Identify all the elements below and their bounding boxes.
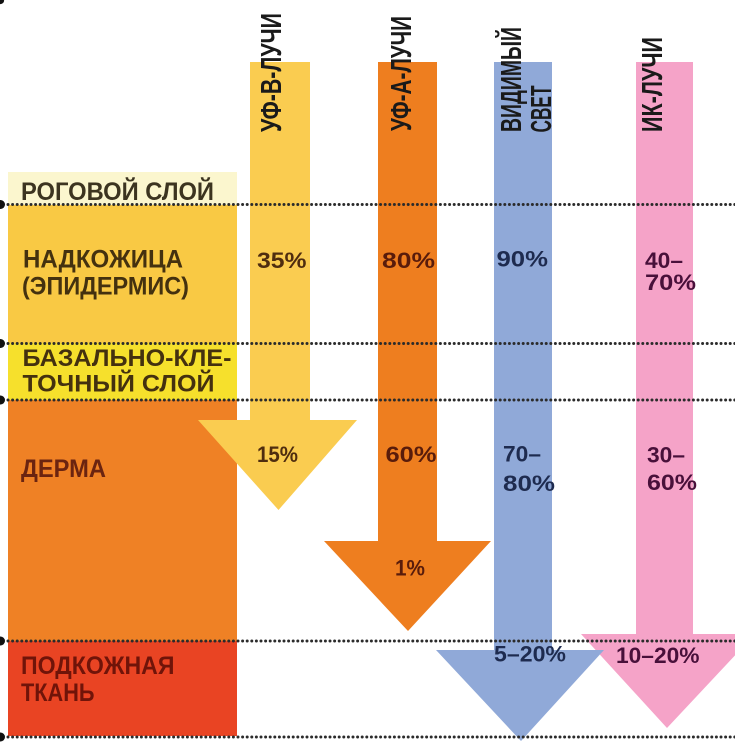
svg-text:НАДКОЖИЦА: НАДКОЖИЦА bbox=[23, 246, 183, 274]
svg-text:ТОЧНЫЙ СЛОЙ: ТОЧНЫЙ СЛОЙ bbox=[23, 370, 215, 398]
svg-text:РОГОВОЙ СЛОЙ: РОГОВОЙ СЛОЙ bbox=[21, 176, 214, 206]
svg-text:(ЭПИДЕРМИС): (ЭПИДЕРМИС) bbox=[22, 273, 189, 301]
svg-text:60%: 60% bbox=[647, 470, 697, 495]
svg-text:15%: 15% bbox=[257, 442, 298, 467]
svg-text:60%: 60% bbox=[386, 442, 437, 467]
svg-text:30–: 30– bbox=[647, 443, 685, 468]
svg-text:УФ-В-ЛУЧИ: УФ-В-ЛУЧИ bbox=[256, 13, 288, 132]
svg-text:ПОДКОЖНАЯ: ПОДКОЖНАЯ bbox=[21, 652, 175, 680]
svg-text:ТКАНЬ: ТКАНЬ bbox=[21, 679, 95, 707]
svg-text:5–20%: 5–20% bbox=[494, 642, 566, 667]
svg-text:1%: 1% bbox=[395, 556, 425, 581]
svg-text:90%: 90% bbox=[497, 247, 549, 272]
svg-text:70–: 70– bbox=[503, 442, 541, 467]
svg-text:80%: 80% bbox=[503, 471, 555, 496]
svg-text:10–20%: 10–20% bbox=[616, 643, 700, 668]
svg-text:70%: 70% bbox=[645, 270, 696, 295]
svg-text:УФ-А-ЛУЧИ: УФ-А-ЛУЧИ bbox=[386, 16, 418, 131]
svg-text:ИК-ЛУЧИ: ИК-ЛУЧИ bbox=[637, 37, 669, 132]
svg-text:БАЗАЛЬНО-КЛЕ-: БАЗАЛЬНО-КЛЕ- bbox=[23, 345, 232, 372]
svg-text:80%: 80% bbox=[382, 248, 435, 273]
svg-text:ДЕРМА: ДЕРМА bbox=[21, 455, 106, 483]
svg-text:40–: 40– bbox=[645, 248, 683, 273]
svg-text:СВЕТ: СВЕТ bbox=[526, 85, 558, 132]
svg-text:ВИДИМЫЙ: ВИДИМЫЙ bbox=[494, 27, 528, 132]
svg-text:35%: 35% bbox=[257, 248, 307, 273]
